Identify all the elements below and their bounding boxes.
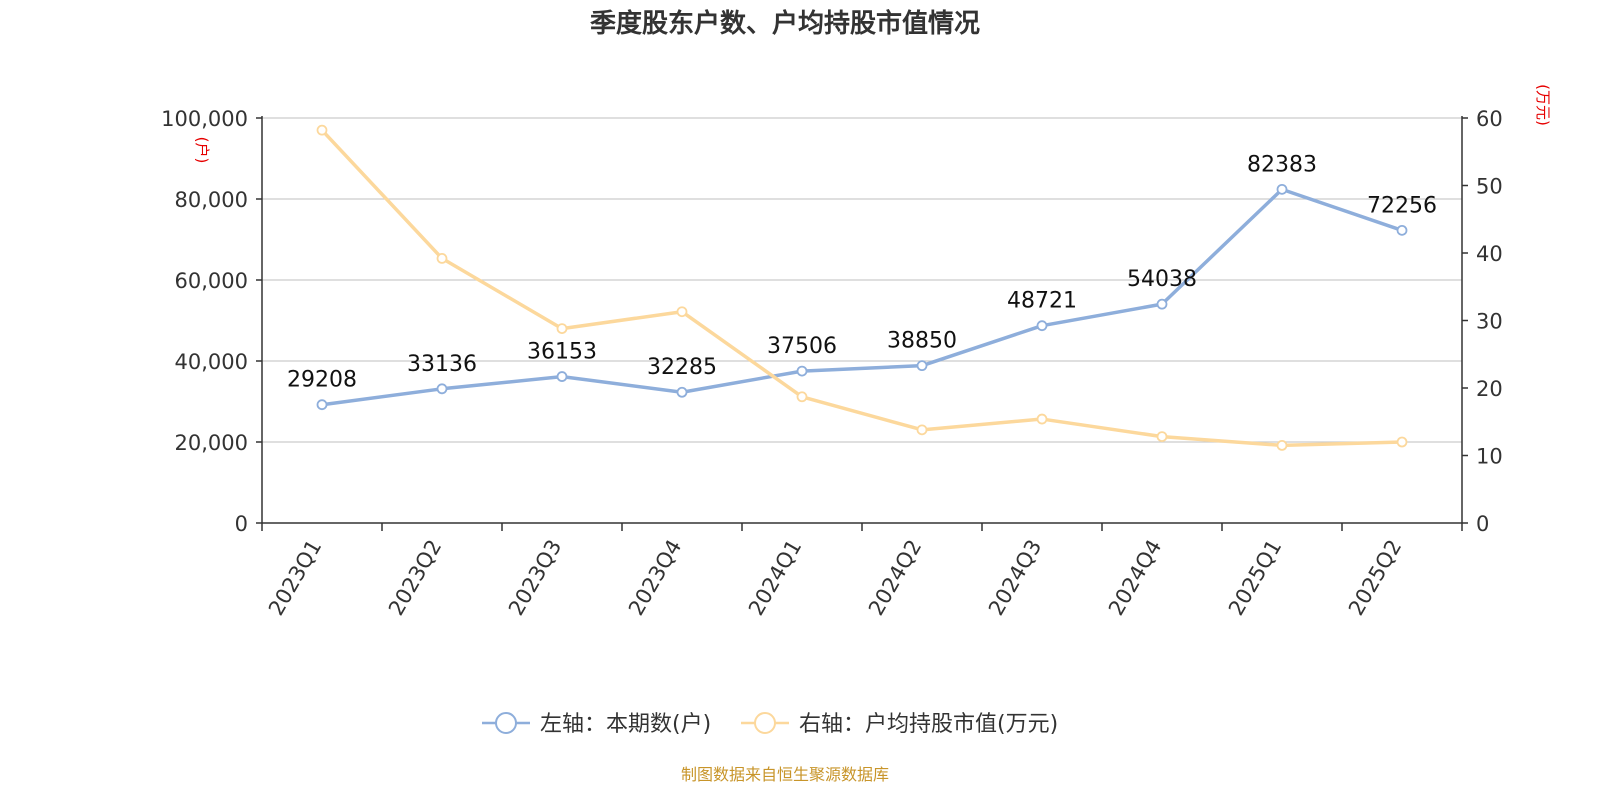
data-point-left	[1036, 320, 1048, 332]
legend-label-right: 右轴：户均持股市值(万元)	[799, 712, 1058, 737]
chart-title: 季度股东户数、户均持股市值情况	[590, 8, 980, 39]
data-label: 48721	[1007, 289, 1077, 314]
data-label: 36153	[527, 340, 597, 365]
axes: 0 20,000 40,000 60,000 80,000 100,000 0 10 20 30 4…	[161, 107, 1503, 620]
x-tick-label: 2025Q2	[1344, 536, 1406, 620]
x-tick-label: 2023Q1	[264, 536, 326, 620]
x-tick-label: 2024Q1	[744, 536, 806, 620]
data-point-left	[436, 383, 448, 395]
data-point-right	[316, 124, 328, 136]
x-tick-label: 2023Q3	[504, 536, 566, 620]
x-tick-label: 2024Q2	[864, 536, 926, 620]
right-tick-label: 40	[1476, 242, 1503, 266]
data-label: 32285	[647, 355, 717, 380]
data-point-left	[1156, 298, 1168, 310]
data-label: 37506	[767, 334, 837, 359]
data-point-left	[1276, 183, 1288, 195]
x-tick-label: 2023Q4	[624, 536, 686, 620]
data-point-left	[316, 399, 328, 411]
source-note: 制图数据来自恒生聚源数据库	[681, 765, 889, 784]
data-point-right	[1156, 431, 1168, 443]
x-tick-label: 2023Q2	[384, 536, 446, 620]
x-tick-label: 2024Q4	[1104, 536, 1166, 620]
data-point-right	[1396, 436, 1408, 448]
data-label: 82383	[1247, 152, 1317, 177]
right-axis-unit: (万元)	[1534, 84, 1552, 126]
data-point-right	[796, 391, 808, 403]
right-tick-label: 10	[1476, 445, 1503, 469]
left-tick-label: 60,000	[175, 269, 248, 293]
legend-item-right-series[interactable]: 右轴：户均持股市值(万元)	[741, 712, 1058, 737]
data-point-left	[556, 371, 568, 382]
left-tick-label: 20,000	[175, 431, 248, 455]
series-line-right	[320, 128, 1403, 448]
data-point-right	[1036, 413, 1048, 425]
legend-label-left: 左轴：本期数(户)	[540, 712, 711, 737]
left-tick-label: 0	[235, 512, 248, 536]
data-point-right	[436, 252, 448, 264]
right-tick-label: 60	[1476, 107, 1503, 131]
data-point-right	[556, 323, 568, 335]
data-label: 54038	[1127, 267, 1197, 292]
left-tick-label: 40,000	[175, 350, 248, 374]
x-tick-label: 2024Q3	[984, 536, 1046, 620]
data-point-left	[916, 360, 928, 372]
data-point-right	[916, 424, 928, 436]
legend-circle-icon	[495, 712, 517, 734]
left-tick-label: 100,000	[161, 107, 248, 131]
data-label: 72256	[1367, 193, 1437, 218]
data-label: 33136	[407, 352, 477, 377]
series-group: 29208 33136 36153 32285 37506 38850 48721 54038…	[287, 124, 1437, 451]
data-point-left	[1396, 224, 1408, 236]
left-tick-label: 80,000	[175, 188, 248, 212]
gridlines	[262, 117, 1462, 443]
legend: 左轴：本期数(户) 右轴：户均持股市值(万元)	[482, 712, 1058, 737]
data-point-left	[676, 386, 688, 398]
data-label: 38850	[887, 329, 957, 354]
right-tick-label: 30	[1476, 310, 1503, 334]
series-line-left	[321, 187, 1403, 407]
right-tick-label: 50	[1476, 175, 1503, 199]
data-label: 29208	[287, 368, 357, 393]
data-point-right	[1276, 439, 1288, 451]
legend-circle-icon	[754, 712, 776, 734]
legend-item-left-series[interactable]: 左轴：本期数(户)	[482, 712, 711, 737]
data-point-left	[796, 365, 808, 377]
right-tick-label: 0	[1476, 512, 1489, 536]
right-tick-label: 20	[1476, 377, 1503, 401]
data-point-right	[676, 306, 688, 318]
x-tick-label: 2025Q1	[1224, 536, 1286, 620]
left-axis-unit: (户)	[193, 137, 211, 164]
